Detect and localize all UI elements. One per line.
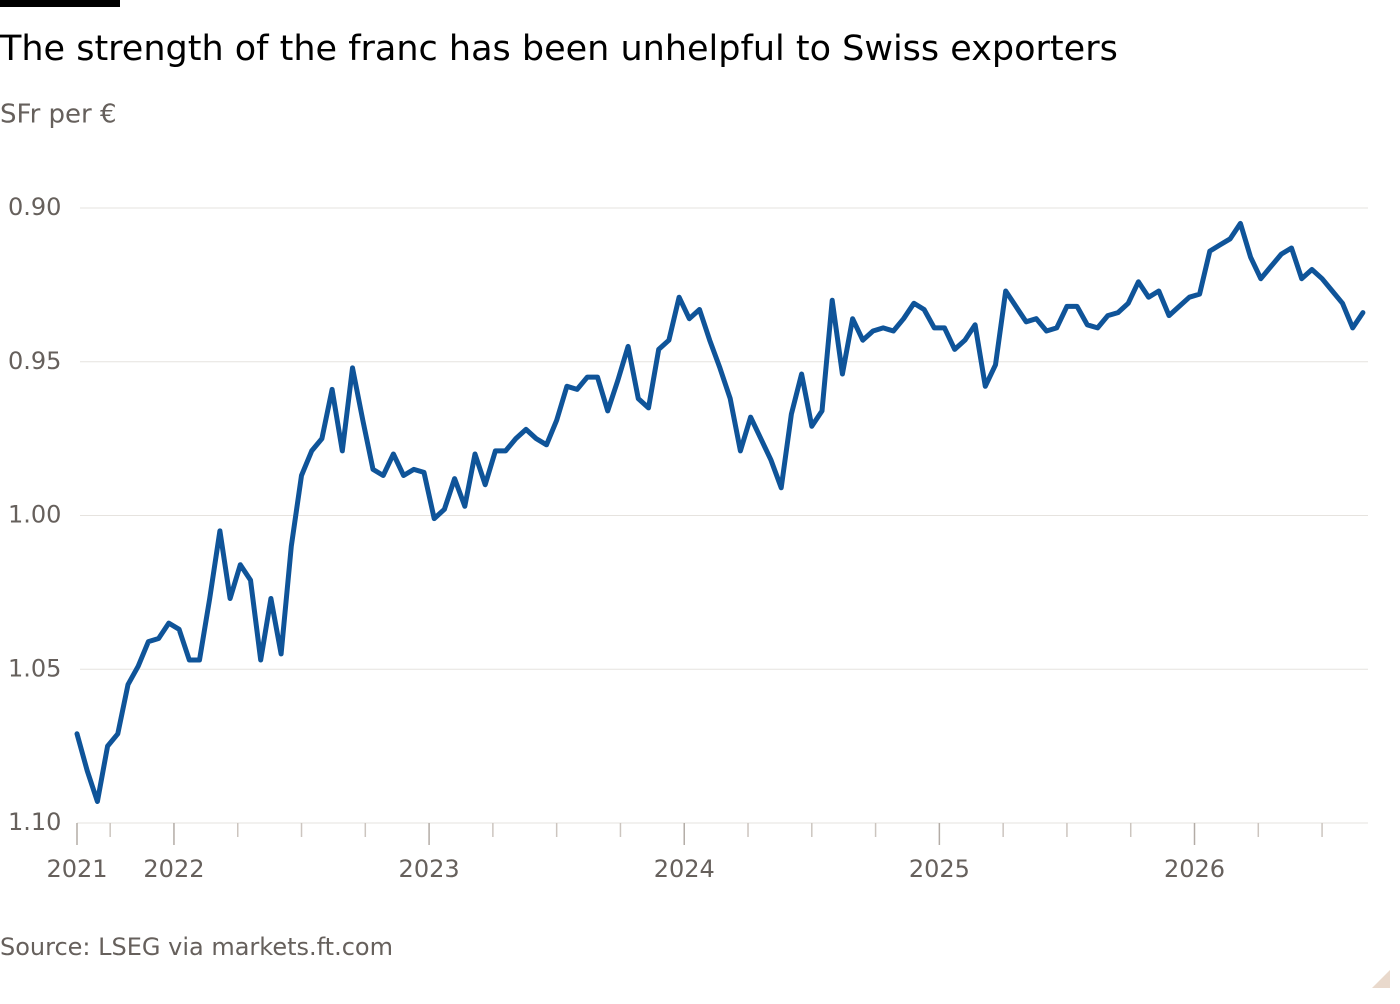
data-line: [74, 220, 1366, 804]
x-tick-label: 2025: [909, 855, 970, 883]
y-tick-label: 1.10: [8, 808, 61, 836]
x-tick-label: 2022: [143, 855, 204, 883]
y-tick-label: 1.00: [8, 501, 61, 529]
x-tick-label: 2024: [654, 855, 715, 883]
chart-subtitle: SFr per €: [0, 100, 117, 130]
brand-bar: [0, 0, 120, 7]
y-tick-label: 0.95: [8, 347, 61, 375]
corner-mark: [1372, 970, 1390, 988]
source: Source: LSEG via markets.ft.com: [0, 933, 393, 961]
x-tick-label: 2021: [46, 855, 107, 883]
chart-title: The strength of the franc has been unhel…: [0, 29, 1118, 69]
x-tick-label: 2023: [399, 855, 460, 883]
y-tick-label: 0.90: [8, 193, 61, 221]
y-tick-label: 1.05: [8, 654, 61, 682]
x-tick-label: 2026: [1164, 855, 1225, 883]
